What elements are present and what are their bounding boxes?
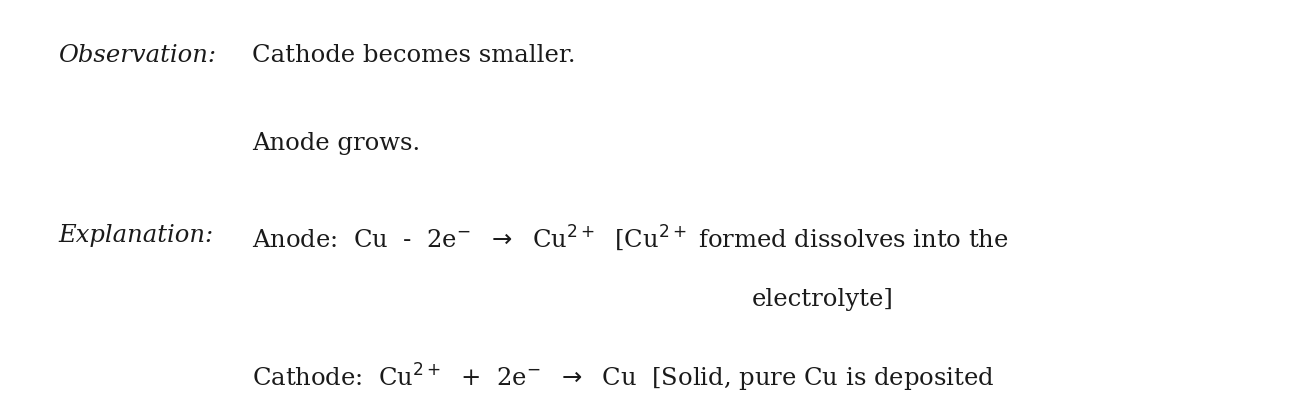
Text: electrolyte]: electrolyte] [752, 288, 894, 311]
Text: Anode grows.: Anode grows. [252, 132, 421, 155]
Text: Explanation:: Explanation: [58, 224, 214, 247]
Text: Anode:  Cu  -  2e$^{-}$  $\rightarrow$  Cu$^{2+}$  [Cu$^{2+}$ formed dissolves i: Anode: Cu - 2e$^{-}$ $\rightarrow$ Cu$^{… [252, 224, 1009, 253]
Text: Cathode:  Cu$^{2+}$  +  2e$^{-}$  $\rightarrow$  Cu  [Solid, pure Cu is deposite: Cathode: Cu$^{2+}$ + 2e$^{-}$ $\rightarr… [252, 362, 995, 394]
Text: Observation:: Observation: [58, 44, 216, 67]
Text: Cathode becomes smaller.: Cathode becomes smaller. [252, 44, 576, 67]
